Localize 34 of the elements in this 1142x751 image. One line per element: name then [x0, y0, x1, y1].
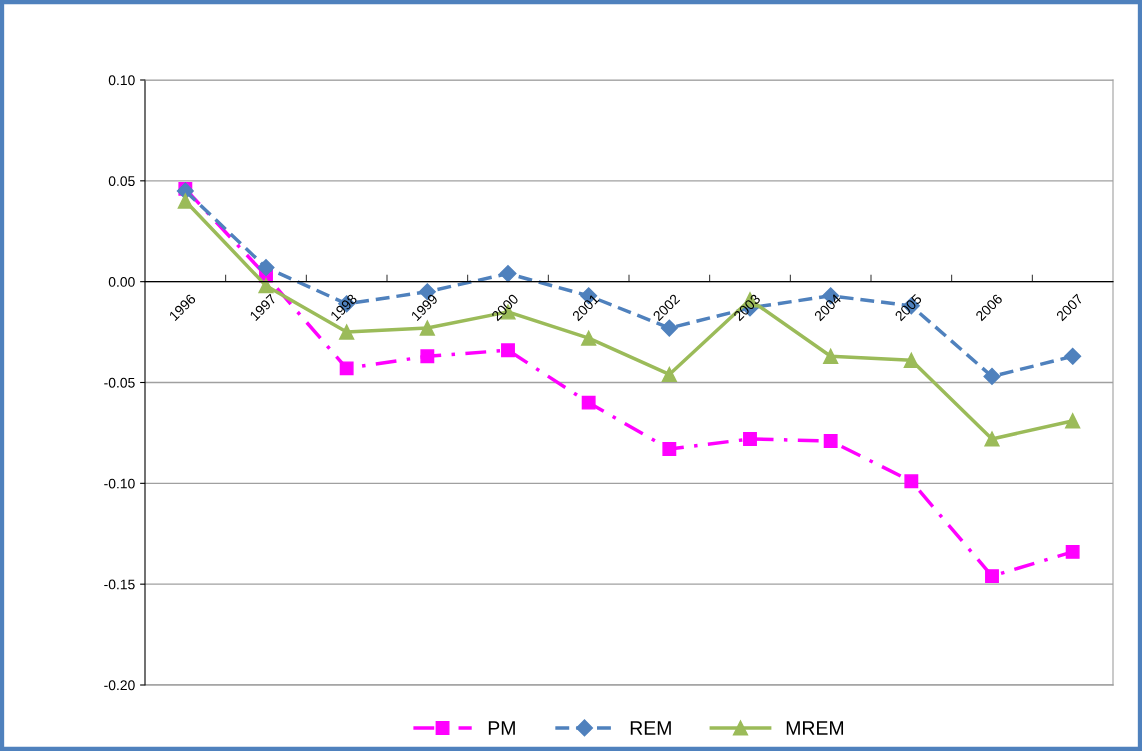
point	[1065, 413, 1081, 429]
point	[661, 366, 677, 383]
y-tick-label: 0.00	[108, 277, 135, 287]
point	[501, 343, 515, 358]
y-tick-label: -0.15	[104, 579, 135, 590]
legend-label: MREM	[786, 721, 844, 735]
legend-label: PM	[488, 721, 515, 735]
point	[420, 349, 435, 364]
point	[339, 324, 355, 340]
point	[983, 367, 1001, 386]
y-tick-label: -0.05	[104, 377, 135, 388]
point	[1064, 347, 1082, 365]
point	[177, 193, 193, 209]
y-tick-label: -0.20	[104, 680, 135, 691]
point	[904, 474, 919, 489]
legend-label: REM	[630, 721, 671, 735]
y-tick-label: 0.10	[108, 75, 135, 86]
point	[419, 320, 435, 336]
point	[823, 434, 838, 448]
point	[581, 395, 596, 410]
point	[339, 361, 354, 376]
point	[823, 348, 839, 364]
point	[985, 569, 999, 584]
point	[903, 352, 919, 368]
point	[499, 265, 517, 283]
point	[1065, 544, 1080, 559]
point	[743, 432, 757, 446]
point	[257, 258, 275, 277]
point	[581, 330, 597, 346]
point	[984, 431, 1000, 447]
point	[662, 442, 677, 456]
y-tick-label: 0.05	[108, 176, 135, 186]
y-tick-label: -0.10	[104, 478, 135, 489]
point	[258, 278, 274, 294]
